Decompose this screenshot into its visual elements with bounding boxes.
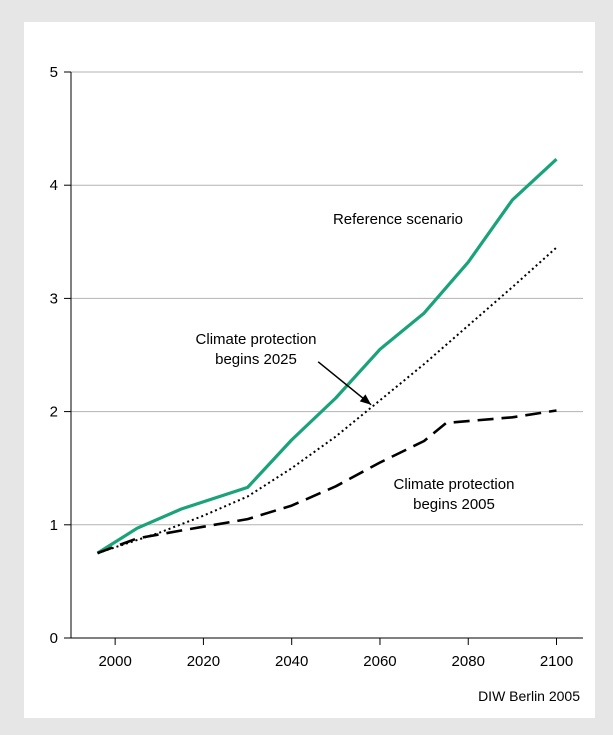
series-line-climate_2025	[97, 246, 558, 555]
y-tick-label-1: 1	[50, 517, 58, 534]
x-tick-label-2060: 2060	[363, 653, 396, 670]
annotation-climate-2025-line1: Climate protection	[196, 331, 317, 348]
y-tick-label-0: 0	[50, 630, 58, 647]
annotation-arrow	[317, 361, 372, 406]
gridlines	[71, 71, 583, 526]
tick-labels: 0 1 2 3 4 5 2000 2020 2040 2060 2080 2100	[50, 64, 574, 670]
series-lines	[96, 158, 558, 555]
chart-panel	[24, 22, 595, 718]
series-line-reference	[96, 158, 558, 555]
x-tick-label-2080: 2080	[452, 653, 485, 670]
axes	[64, 71, 583, 645]
y-tick-label-5: 5	[50, 64, 58, 81]
annotation-climate-2005-line2: begins 2005	[413, 496, 495, 513]
y-tick-label-4: 4	[50, 177, 58, 194]
series-line-climate_2005	[97, 409, 557, 555]
x-tick-label-2100: 2100	[540, 653, 573, 670]
x-tick-label-2020: 2020	[187, 653, 220, 670]
annotation-climate-2025-line2: begins 2025	[215, 351, 297, 368]
y-tick-label-2: 2	[50, 404, 58, 421]
x-tick-label-2040: 2040	[275, 653, 308, 670]
arrow-head	[359, 394, 372, 405]
y-tick-label-3: 3	[50, 290, 58, 307]
x-tick-label-2000: 2000	[98, 653, 131, 670]
source-credit: DIW Berlin 2005	[478, 688, 580, 704]
annotation-climate-2005-line1: Climate protection	[394, 476, 515, 493]
annotations: Reference scenario Climate protection be…	[196, 211, 515, 513]
arrow-shaft	[317, 361, 372, 406]
annotation-reference: Reference scenario	[333, 211, 463, 228]
